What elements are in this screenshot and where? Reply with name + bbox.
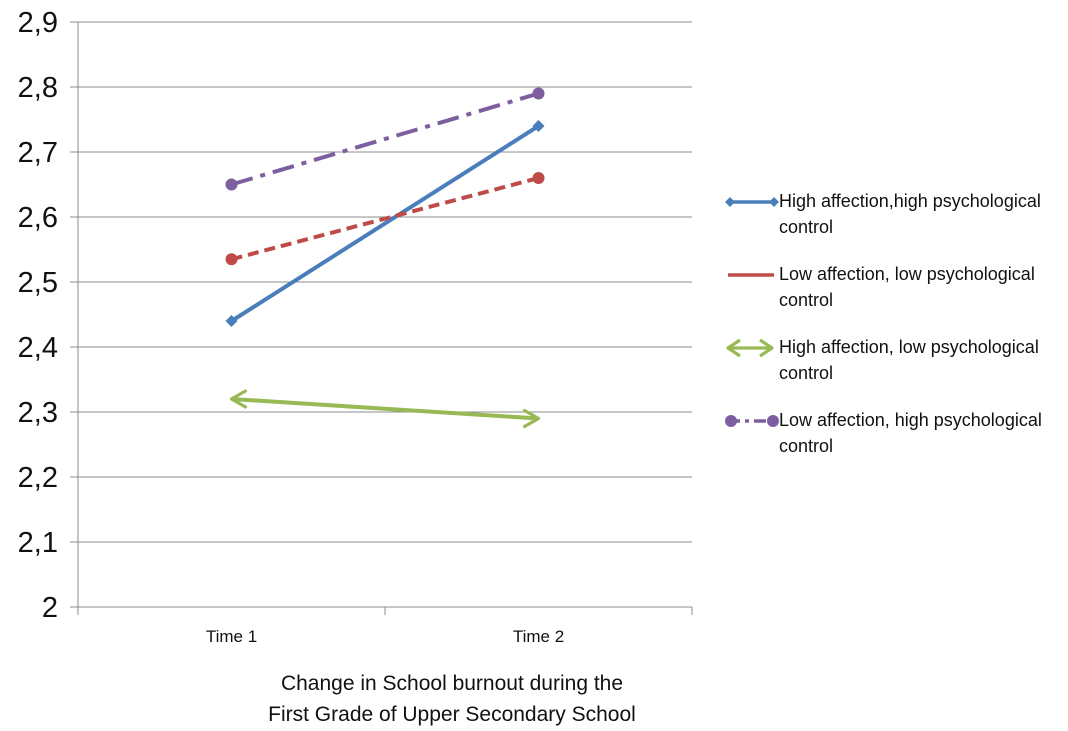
y-tick-label: 2,9 — [18, 7, 58, 39]
legend-item: Low affection, low psychological control — [722, 259, 1066, 332]
legend-swatch-1 — [725, 197, 779, 207]
legend-arrow-right — [759, 338, 774, 358]
y-axis-ticks: 2 2,1 2,2 2,3 2,4 2,5 2,6 2,7 2,8 2,9 — [18, 7, 58, 624]
axes — [70, 21, 693, 615]
legend-marker — [769, 197, 779, 207]
data-point-circle — [532, 172, 545, 184]
series-line — [230, 176, 540, 262]
legend-item: High affection,high psychological contro… — [722, 186, 1066, 259]
legend-swatch-3 — [726, 338, 774, 358]
legend-arrow-left — [726, 338, 741, 358]
x-axis-title-line-1: Change in School burnout during the — [281, 672, 623, 695]
legend-label: Low affection, high psychological contro… — [779, 410, 1042, 456]
data-point-arrow — [522, 408, 541, 429]
data-point-circle — [225, 178, 238, 191]
y-tick-label: 2,5 — [18, 267, 58, 299]
legend-item: Low affection, high psychological contro… — [722, 405, 1066, 478]
data-point-circle — [225, 253, 238, 266]
series-4 — [225, 87, 545, 191]
gridlines — [78, 21, 692, 543]
series-line — [230, 124, 540, 323]
x-tick-label: Time 2 — [513, 627, 564, 646]
series-group — [225, 87, 545, 429]
y-tick-label: 2,1 — [18, 527, 58, 559]
legend-label: High affection,high psychological contro… — [779, 191, 1041, 237]
series-3 — [229, 389, 541, 429]
legend-swatch-2 — [728, 273, 774, 277]
data-point-arrow — [229, 389, 248, 409]
y-tick-label: 2,6 — [18, 202, 58, 234]
series-line — [231, 397, 539, 421]
y-tick-label: 2,4 — [18, 332, 58, 364]
series-line — [230, 91, 540, 187]
y-tick-label: 2 — [42, 592, 58, 624]
legend-label: High affection, low psychological contro… — [779, 337, 1039, 383]
data-point-circle — [532, 87, 545, 100]
x-axis-ticks: Time 1 Time 2 — [206, 627, 564, 646]
y-tick-label: 2,7 — [18, 137, 58, 169]
legend-marker — [725, 415, 737, 427]
legend-item: High affection, low psychological contro… — [722, 332, 1066, 405]
x-tick-label: Time 1 — [206, 627, 257, 646]
y-tick-label: 2,8 — [18, 72, 58, 104]
data-point-diamond — [225, 315, 238, 327]
legend-marker — [725, 197, 735, 207]
y-tick-label: 2,3 — [18, 397, 58, 429]
legend: High affection,high psychological contro… — [722, 186, 1066, 478]
legend-label: Low affection, low psychological control — [779, 264, 1035, 310]
data-point-diamond — [532, 120, 545, 132]
legend-swatch-4 — [725, 415, 779, 427]
series-2 — [225, 172, 545, 266]
x-axis-title-line-2: First Grade of Upper Secondary School — [268, 703, 636, 726]
legend-marker — [767, 415, 779, 427]
y-tick-label: 2,2 — [18, 462, 58, 494]
series-1 — [225, 120, 545, 327]
